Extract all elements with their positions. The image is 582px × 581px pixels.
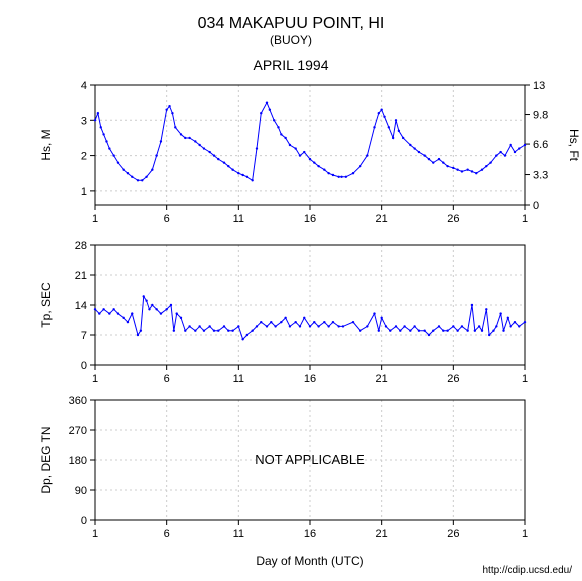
svg-text:3.3: 3.3: [533, 170, 548, 182]
svg-text:1: 1: [92, 213, 98, 225]
buoy-chart: 034 MAKAPUU POINT, HI(BUOY) APRIL 1994 1 2 3…: [0, 0, 582, 581]
svg-text:14: 14: [75, 300, 87, 312]
footer-link: http://cdip.ucsd.edu/: [482, 565, 572, 576]
y-label: Tp, SEC: [39, 282, 53, 328]
svg-text:6: 6: [164, 528, 170, 540]
svg-text:90: 90: [75, 485, 87, 497]
title-main: 034 MAKAPUU POINT, HI: [198, 15, 385, 32]
svg-text:0: 0: [81, 360, 87, 372]
data-series: [95, 296, 525, 339]
svg-text:21: 21: [75, 270, 87, 282]
svg-text:16: 16: [304, 373, 316, 385]
svg-text:13: 13: [533, 80, 545, 92]
svg-text:Hs, Ft: Hs, Ft: [567, 129, 581, 162]
svg-text:1: 1: [81, 186, 87, 198]
svg-text:2: 2: [81, 151, 87, 163]
svg-text:26: 26: [447, 213, 459, 225]
x-label: Day of Month (UTC): [256, 554, 363, 568]
svg-text:360: 360: [69, 395, 87, 407]
title-sub: (BUOY): [270, 33, 312, 47]
svg-text:26: 26: [447, 373, 459, 385]
svg-text:6: 6: [164, 213, 170, 225]
svg-text:28: 28: [75, 240, 87, 252]
svg-text:4: 4: [81, 80, 87, 92]
svg-text:0: 0: [81, 515, 87, 527]
svg-text:21: 21: [376, 528, 388, 540]
svg-text:26: 26: [447, 528, 459, 540]
svg-text:1: 1: [92, 373, 98, 385]
svg-text:11: 11: [233, 213, 244, 225]
svg-text:6: 6: [164, 373, 170, 385]
svg-text:1: 1: [92, 528, 98, 540]
not-applicable-text: NOT APPLICABLE: [255, 452, 365, 467]
svg-text:11: 11: [233, 528, 244, 540]
title-month: APRIL 1994: [254, 57, 329, 73]
y-label: Hs, M: [39, 129, 53, 160]
svg-text:21: 21: [376, 213, 388, 225]
svg-text:1: 1: [522, 528, 528, 540]
svg-text:270: 270: [69, 425, 87, 437]
svg-text:6.6: 6.6: [533, 139, 548, 151]
svg-text:11: 11: [233, 373, 244, 385]
y-label: Dp, DEG TN: [39, 426, 53, 493]
svg-text:16: 16: [304, 528, 316, 540]
svg-text:9.8: 9.8: [533, 110, 548, 122]
svg-text:180: 180: [69, 455, 87, 467]
svg-text:21: 21: [376, 373, 388, 385]
svg-text:16: 16: [304, 213, 316, 225]
svg-text:7: 7: [81, 330, 87, 342]
svg-text:1: 1: [522, 373, 528, 385]
svg-text:1: 1: [522, 213, 528, 225]
svg-text:3: 3: [81, 115, 87, 127]
svg-text:0: 0: [533, 200, 539, 212]
